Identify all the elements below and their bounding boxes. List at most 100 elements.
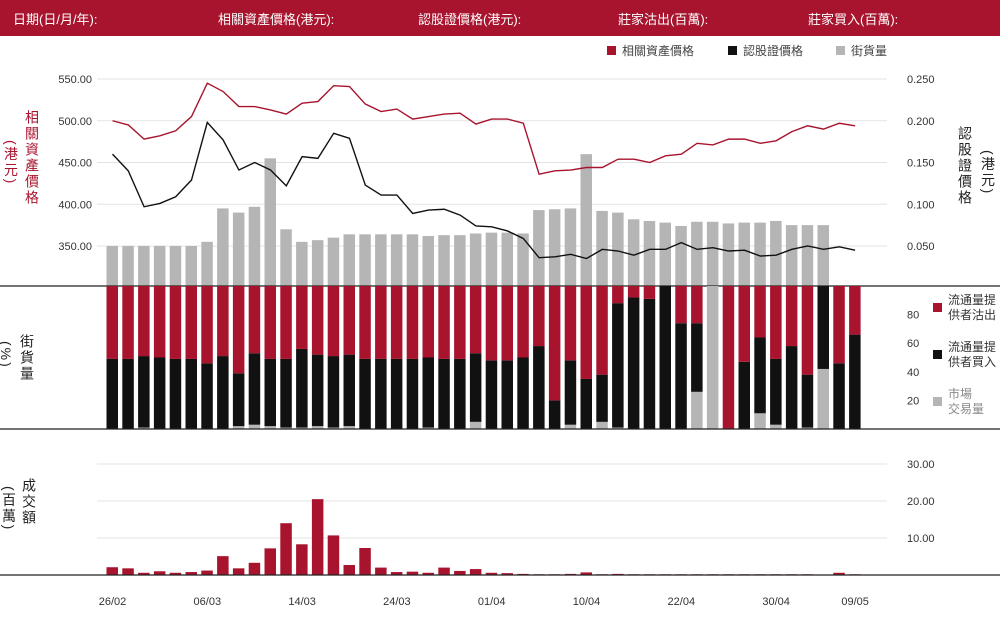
turnover-bar (422, 572, 434, 575)
lp-sell-segment (738, 286, 750, 362)
lp-buy-segment (659, 286, 671, 429)
lp-sell-segment (390, 286, 403, 359)
turnover-bar (311, 499, 324, 575)
market-volume-segment (706, 286, 719, 429)
lp-sell-segment (264, 286, 276, 359)
lp-sell-segment (106, 286, 118, 359)
lp-buy-segment (343, 354, 355, 427)
street-volume-bar (580, 154, 592, 286)
lp-buy-segment (564, 360, 577, 425)
lp-sell-label: 莊家沽出(百萬): (618, 12, 709, 27)
lp-sell-segment (627, 286, 640, 298)
lp-sell-segment (643, 286, 656, 299)
share-legend-label: 流通量提 (948, 292, 996, 307)
lp-buy-segment (327, 356, 340, 428)
market-volume-segment (754, 413, 766, 429)
lp-buy-segment (375, 358, 387, 429)
lp-buy-segment (580, 378, 592, 429)
market-volume-segment (343, 426, 355, 429)
date-label: 日期(日/月/年): (13, 12, 98, 27)
street-volume-bar (706, 221, 719, 286)
lp-buy-segment (122, 358, 134, 429)
turnover-bar (359, 547, 371, 575)
street-volume-bar (722, 223, 735, 286)
turnover-bar (280, 523, 292, 575)
lp-sell-segment (122, 286, 134, 359)
lp-buy-segment (185, 358, 197, 429)
street-volume-bar (296, 241, 308, 286)
lp-sell-segment (201, 286, 213, 364)
lp-sell-segment (248, 286, 261, 354)
warrant-price-line (111, 121, 856, 260)
street-volume-bar (548, 209, 561, 286)
lp-sell-segment (469, 286, 482, 354)
x-tick-label: 09/05 (841, 596, 869, 608)
street-volume-bar (153, 246, 166, 286)
street-volume-bar (501, 232, 513, 286)
turnover-bar (375, 567, 387, 575)
market-volume-segment (311, 426, 324, 429)
lp-sell-segment (138, 286, 150, 357)
right-tick-label: 0.200 (907, 116, 935, 128)
turnover-bar (169, 572, 182, 575)
street-volume-bar (785, 225, 798, 286)
turnover-bar (232, 568, 245, 575)
lp-buy-segment (438, 358, 450, 429)
street-volume-bar (169, 246, 182, 286)
street-volume-bar (533, 210, 545, 286)
lp-sell-segment (311, 286, 324, 355)
header-bar: 日期(日/月/年): 相關資產價格(港元): 認股證價格(港元): 莊家沽出(百… (0, 0, 1000, 36)
market-volume-segment (770, 424, 782, 429)
legend-swatch (607, 46, 616, 55)
left-tick-label: 500.00 (58, 116, 92, 128)
x-tick-label: 22/04 (668, 596, 696, 608)
street-volume-bar (754, 222, 766, 286)
street-volume-bar (438, 235, 450, 286)
street-volume-bar (564, 208, 577, 286)
x-tick-label: 14/03 (288, 596, 316, 608)
lp-sell-segment (217, 286, 229, 357)
lp-sell-segment (375, 286, 387, 359)
turnover-bar (217, 556, 229, 575)
x-tick-label: 26/02 (99, 596, 127, 608)
street-volume-bar (801, 225, 814, 286)
legend-label: 認股證價格 (743, 43, 803, 58)
lp-buy-segment (311, 354, 324, 427)
lp-buy-segment (106, 358, 118, 429)
street-volume-bar (770, 220, 782, 286)
street-volume-bar (612, 212, 624, 286)
street-volume-bar (248, 206, 261, 286)
lp-buy-segment (217, 356, 229, 429)
legend-swatch (728, 46, 737, 55)
street-volume-bar (485, 232, 498, 286)
lp-sell-segment (153, 286, 166, 358)
lp-buy-segment (596, 374, 608, 422)
turnover-bar (438, 567, 450, 575)
market-volume-segment (422, 427, 434, 429)
lp-sell-segment (296, 286, 308, 349)
market-volume-segment (327, 427, 340, 429)
market-volume-segment (232, 426, 245, 429)
lp-buy-segment (691, 323, 703, 392)
lp-buy-segment (169, 358, 182, 429)
right-axis-title-warrant: 認股證價格 (957, 126, 973, 206)
street-volume-bar (817, 225, 829, 286)
street-volume-bar (122, 246, 134, 286)
lp-sell-segment (801, 286, 814, 375)
market-volume-segment (469, 421, 482, 429)
lp-buy-label: 莊家買入(百萬): (808, 12, 899, 27)
lp-buy-segment (422, 357, 434, 428)
lp-buy-segment (485, 360, 498, 429)
lp-sell-segment (849, 286, 861, 335)
lp-sell-segment (675, 286, 687, 324)
left-tick-label: 450.00 (58, 158, 92, 170)
lp-buy-segment (390, 358, 403, 429)
turnover-bar (501, 573, 513, 575)
lp-buy-segment (406, 358, 419, 429)
turnover-tick-label: 20.00 (907, 496, 935, 508)
left-axis-unit-underlying: (港元) (3, 140, 19, 186)
lp-buy-segment (754, 337, 766, 414)
lp-buy-segment (612, 303, 624, 428)
share-tick-label: 40 (907, 367, 919, 379)
turnover-bar (833, 572, 845, 575)
